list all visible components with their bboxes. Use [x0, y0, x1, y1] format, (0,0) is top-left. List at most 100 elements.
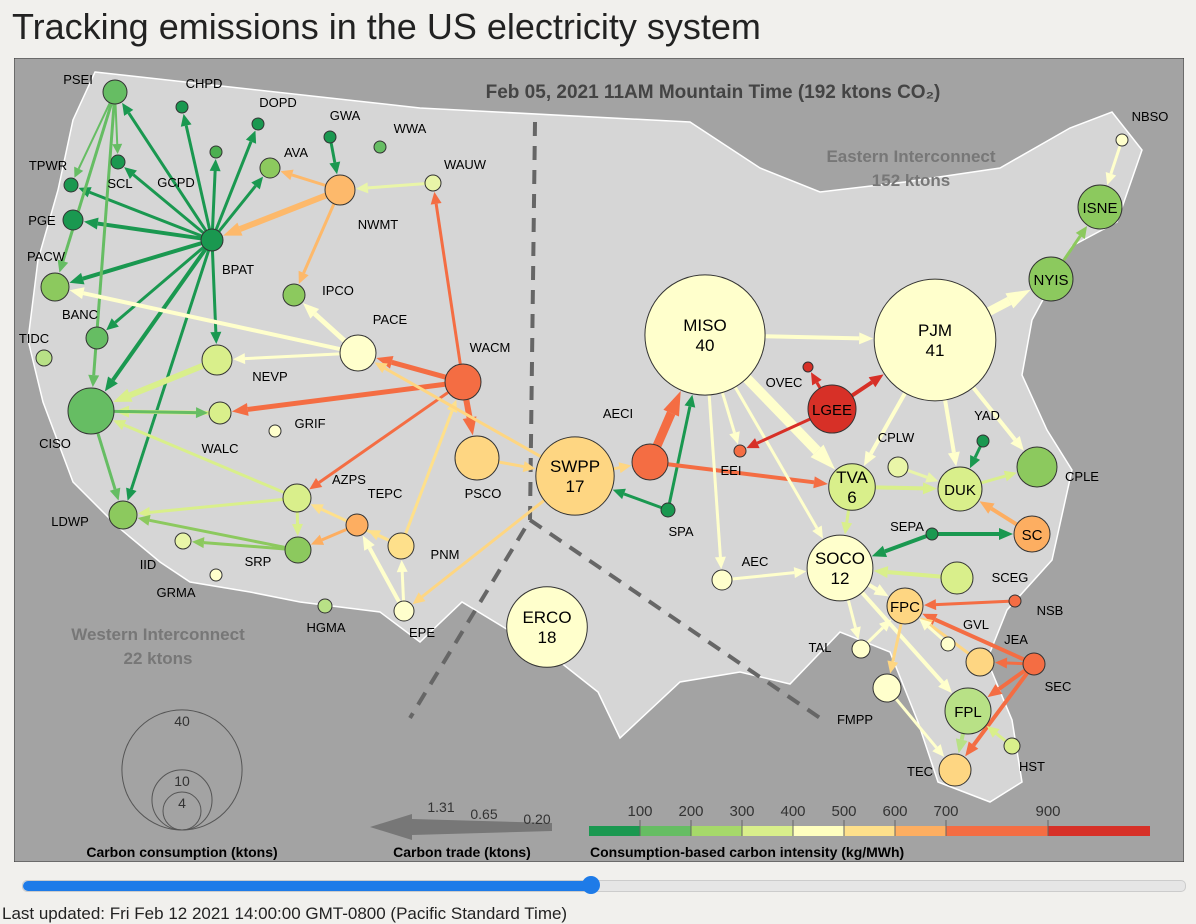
- trade-line: [238, 192, 328, 232]
- node-label: BANC: [62, 307, 98, 322]
- trade-arrowhead: [113, 419, 127, 431]
- trade-legend-label: 0.65: [470, 806, 497, 822]
- trade-arrowhead: [210, 331, 222, 345]
- size-legend-label: 4: [178, 795, 186, 811]
- interconnect-divider: [408, 121, 822, 720]
- trade-arrowhead: [965, 741, 979, 757]
- trade-arrowhead: [309, 478, 323, 490]
- trade-arrowhead: [925, 472, 939, 483]
- size-legend-label: 10: [174, 773, 190, 789]
- legend-title: Carbon trade (ktons): [393, 844, 531, 860]
- trade-line: [217, 184, 257, 233]
- trade-arrowhead: [362, 535, 375, 551]
- intensity-tick-label: 400: [780, 803, 805, 820]
- intensity-segment: [844, 826, 895, 836]
- trade-arrowhead: [310, 504, 324, 515]
- region-node: [251, 117, 265, 131]
- node-label: FPC: [890, 599, 920, 616]
- trade-line: [313, 311, 347, 343]
- node-label: GRIF: [294, 416, 325, 431]
- trade-arrowhead: [1003, 470, 1017, 482]
- trade-arrowhead: [191, 537, 205, 549]
- trade-line: [815, 381, 822, 389]
- node-label: AZPS: [332, 472, 366, 487]
- trade-line: [995, 732, 1007, 743]
- node-label: SPA: [668, 524, 693, 539]
- trade-arrowhead: [430, 191, 442, 205]
- region-node: [1115, 133, 1129, 147]
- trade-line: [82, 291, 341, 352]
- region-node: [174, 532, 192, 550]
- region-node: [1016, 446, 1058, 488]
- trade-line: [211, 170, 217, 230]
- trade-arrowhead: [180, 113, 192, 127]
- trade-line: [927, 625, 944, 641]
- trade-line: [906, 468, 928, 479]
- node-label: SCL: [107, 176, 132, 191]
- map: PSEI CHPD DOPD GWA WWA GCPD AVA SCL TPWR NWMT WAUW…: [14, 58, 1184, 862]
- trade-arrowhead: [83, 217, 99, 230]
- node-label: GCPD: [157, 175, 195, 190]
- trade-arrowhead: [137, 514, 151, 526]
- trade-arrowhead: [122, 102, 134, 116]
- node-label: NYIS: [1033, 272, 1068, 289]
- trade-arrowhead: [859, 332, 874, 345]
- node-label: IPCO: [322, 283, 354, 298]
- trade-line: [887, 570, 942, 579]
- trade-arrowhead: [374, 362, 388, 374]
- node-label: SOCO: [815, 549, 865, 568]
- intensity-tick-label: 600: [882, 803, 907, 820]
- node-label: HGMA: [307, 620, 346, 635]
- region-node: [62, 209, 84, 231]
- region-node: [284, 536, 312, 564]
- node-label: SEC: [1045, 679, 1072, 694]
- region-node: [944, 687, 992, 735]
- intensity-segment: [946, 826, 1048, 836]
- region-node: [806, 534, 874, 602]
- node-label: BPAT: [222, 262, 254, 277]
- time-slider[interactable]: [22, 876, 1186, 894]
- region-node: [535, 436, 615, 516]
- trade-line: [244, 352, 341, 361]
- size-legend-label: 40: [174, 713, 190, 729]
- trade-line: [971, 671, 1030, 747]
- trade-arrowhead: [223, 222, 243, 236]
- trade-line: [97, 221, 202, 241]
- node-value: 41: [926, 341, 945, 360]
- region-node: [733, 444, 747, 458]
- node-label: GWA: [330, 108, 361, 123]
- trade-line: [149, 518, 286, 549]
- region-node: [940, 561, 974, 595]
- trade-arrowhead: [987, 684, 1003, 698]
- trade-line: [623, 492, 662, 510]
- node-label: NWMT: [358, 217, 398, 232]
- trade-line: [973, 445, 982, 459]
- trade-arrowhead: [302, 303, 320, 319]
- trade-arrowhead: [922, 613, 938, 626]
- trade-arrowhead: [729, 431, 740, 445]
- trade-line: [720, 392, 736, 434]
- region-node: [506, 586, 588, 668]
- trade-arrowhead: [1075, 226, 1088, 240]
- region-node: [925, 527, 939, 541]
- region-node: [209, 145, 223, 159]
- slider-knob[interactable]: [582, 876, 600, 894]
- region-node: [940, 636, 956, 652]
- intensity-segment: [589, 826, 640, 836]
- trade-line: [203, 541, 286, 551]
- page-title: Tracking emissions in the US electricity…: [12, 6, 761, 47]
- trade-line: [114, 103, 119, 145]
- intensity-segment: [691, 826, 742, 836]
- trade-line: [391, 359, 447, 380]
- edges: [57, 102, 1122, 757]
- region-total: 152 ktons: [872, 171, 950, 190]
- region-node: [201, 344, 233, 376]
- trade-arrowhead: [355, 182, 369, 194]
- trade-arrowhead: [994, 657, 1008, 669]
- trade-arrowhead: [124, 167, 137, 180]
- trade-arrowhead: [868, 374, 884, 388]
- trade-arrowhead: [232, 353, 246, 365]
- trade-line: [123, 423, 285, 494]
- node-label: TAL: [809, 640, 832, 655]
- legend-title: Consumption-based carbon intensity (kg/M…: [590, 844, 904, 860]
